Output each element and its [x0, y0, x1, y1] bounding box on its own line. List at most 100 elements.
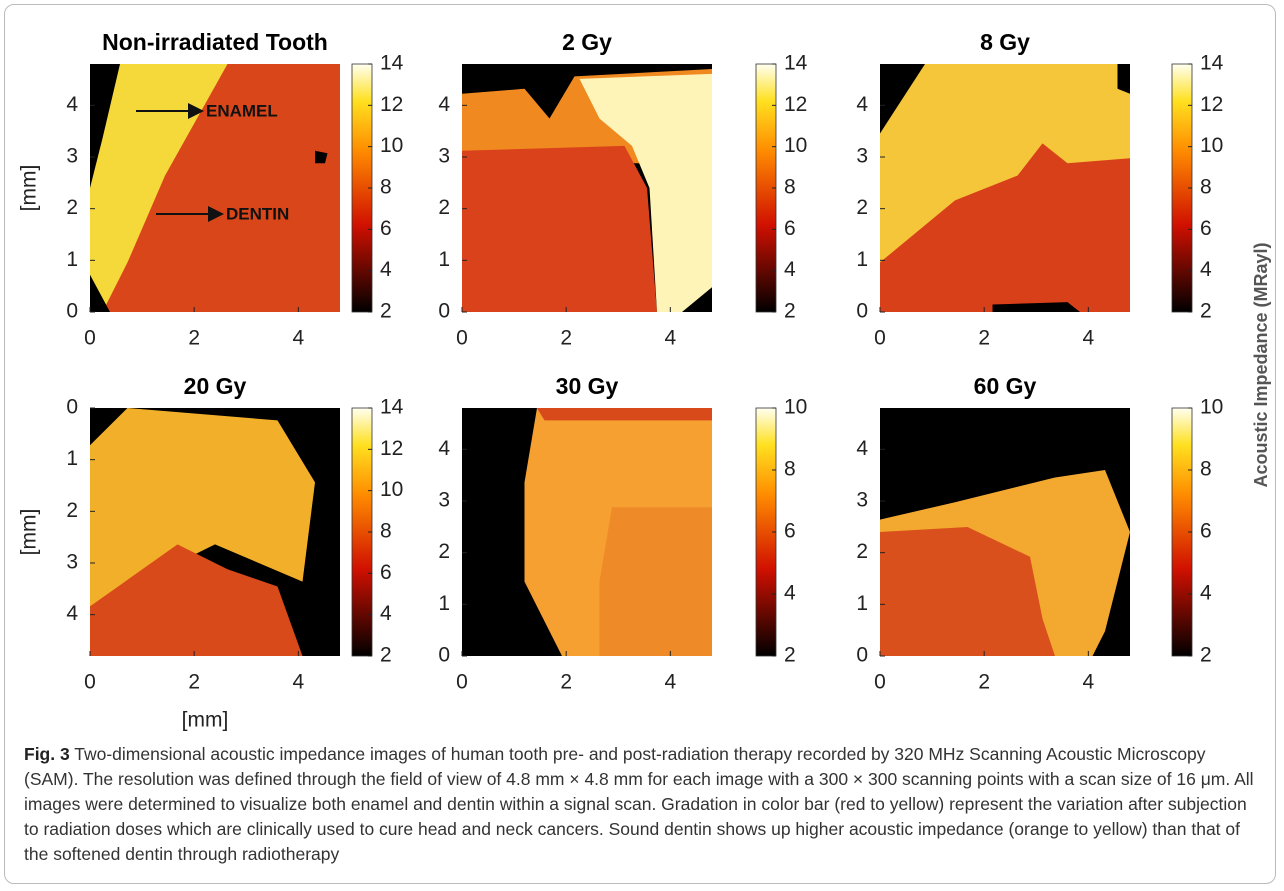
colorbar-tick-label: 10	[784, 396, 807, 419]
figure: Acoustic Impedance (MRayl) Non-irradiate…	[0, 0, 1284, 891]
colorbar-tick-label: 12	[380, 93, 403, 116]
x-tick-label: 2	[188, 327, 200, 350]
y-tick-label: 4	[438, 437, 450, 460]
annotation: DENTIN	[226, 204, 289, 223]
y-tick-label: 4	[66, 93, 78, 116]
colorbar-tick-label: 6	[380, 561, 392, 584]
caption-text: Two-dimensional acoustic impedance image…	[24, 744, 1254, 864]
colorbar-tick-label: 2	[1200, 300, 1212, 323]
colorbar-tick-label: 10	[380, 478, 403, 501]
colorbar-tick-label: 6	[784, 520, 796, 543]
image-region	[537, 408, 712, 420]
x-tick-label: 2	[188, 671, 200, 694]
caption: Fig. 3 Two-dimensional acoustic impedanc…	[24, 742, 1260, 867]
y-tick-label: 1	[66, 248, 78, 271]
heatmap-image	[880, 64, 1130, 312]
colorbar-tick-label: 4	[784, 582, 796, 605]
x-tick-label: 4	[292, 671, 304, 694]
y-tick-label: 1	[438, 592, 450, 615]
colorbar-tick-label: 8	[1200, 176, 1212, 199]
heatmap-image	[462, 408, 712, 656]
figure-panels: Acoustic Impedance (MRayl) Non-irradiate…	[0, 0, 1284, 740]
colorbar-tick-label: 12	[380, 437, 403, 460]
y-tick-label: 3	[856, 489, 868, 512]
y-tick-label: 1	[438, 248, 450, 271]
x-tick-label: 4	[664, 671, 676, 694]
y-tick-label: 3	[66, 551, 78, 574]
y-tick-label: 0	[66, 300, 78, 323]
y-axis-label: [mm]	[18, 165, 41, 212]
colorbar-tick-label: 8	[1200, 458, 1212, 481]
colorbar-tick-label: 8	[380, 176, 392, 199]
y-tick-label: 4	[66, 602, 78, 625]
y-tick-label: 3	[856, 145, 868, 168]
colorbar-tick-label: 12	[1200, 93, 1223, 116]
colorbar-tick-label: 2	[784, 300, 796, 323]
image-region	[600, 507, 713, 656]
x-tick-label: 0	[874, 327, 886, 350]
panel-title: 20 Gy	[184, 373, 247, 399]
y-tick-label: 1	[66, 447, 78, 470]
y-axis-label: [mm]	[18, 509, 41, 556]
x-tick-label: 4	[664, 327, 676, 350]
panel-title: 8 Gy	[980, 29, 1030, 55]
x-tick-label: 0	[874, 671, 886, 694]
y-tick-label: 2	[438, 196, 450, 219]
x-tick-label: 2	[560, 671, 572, 694]
heatmap-image	[880, 408, 1130, 656]
x-tick-label: 4	[1082, 671, 1094, 694]
colorbar-tick-label: 2	[784, 644, 796, 667]
x-tick-label: 0	[456, 671, 468, 694]
heatmap-image	[90, 408, 340, 656]
y-tick-label: 0	[66, 396, 78, 419]
x-axis-label: [mm]	[182, 709, 229, 732]
x-tick-label: 2	[978, 327, 990, 350]
x-tick-label: 0	[456, 327, 468, 350]
colorbar-tick-label: 10	[1200, 396, 1223, 419]
y-tick-label: 0	[856, 300, 868, 323]
y-tick-label: 0	[856, 644, 868, 667]
colorbar-tick-label: 8	[380, 520, 392, 543]
panel-title: 60 Gy	[974, 373, 1037, 399]
x-tick-label: 4	[292, 327, 304, 350]
colorbar-tick-label: 4	[784, 258, 796, 281]
panel-title: 2 Gy	[562, 29, 612, 55]
colorbar-tick-label: 4	[380, 602, 392, 625]
annotation: ENAMEL	[206, 101, 278, 120]
y-tick-label: 4	[438, 93, 450, 116]
heatmap-image	[462, 64, 712, 312]
colorbar-tick-label: 14	[784, 52, 808, 75]
y-tick-label: 3	[438, 145, 450, 168]
colorbar-tick-label: 2	[1200, 644, 1212, 667]
colorbar-tick-label: 2	[380, 644, 392, 667]
colorbar-tick-label: 10	[784, 134, 807, 157]
x-tick-label: 2	[978, 671, 990, 694]
colorbar-tick-label: 6	[784, 217, 796, 240]
caption-label: Fig. 3	[24, 744, 70, 764]
colorbar-tick-label: 8	[784, 458, 796, 481]
y-tick-label: 3	[66, 145, 78, 168]
y-tick-label: 1	[856, 248, 868, 271]
colorbar-tick-label: 14	[380, 396, 404, 419]
image-region	[1118, 64, 1131, 94]
y-tick-label: 2	[66, 499, 78, 522]
colorbar-tick-label: 4	[380, 258, 392, 281]
panel-title: Non-irradiated Tooth	[102, 29, 328, 55]
colorbar-tick-label: 10	[1200, 134, 1223, 157]
y-tick-label: 0	[438, 300, 450, 323]
y-tick-label: 1	[856, 592, 868, 615]
x-tick-label: 0	[84, 327, 96, 350]
x-tick-label: 4	[1082, 327, 1094, 350]
image-region	[462, 146, 657, 312]
colorbar-tick-label: 2	[380, 300, 392, 323]
y-tick-label: 4	[856, 437, 868, 460]
colorbar-tick-label: 14	[1200, 52, 1224, 75]
colorbar-tick-label: 6	[1200, 217, 1212, 240]
panel-title: 30 Gy	[556, 373, 619, 399]
y-tick-label: 2	[856, 540, 868, 563]
y-tick-label: 2	[438, 540, 450, 563]
y-tick-label: 4	[856, 93, 868, 116]
colorbar-tick-label: 12	[784, 93, 807, 116]
y-tick-label: 2	[856, 196, 868, 219]
x-tick-label: 2	[560, 327, 572, 350]
